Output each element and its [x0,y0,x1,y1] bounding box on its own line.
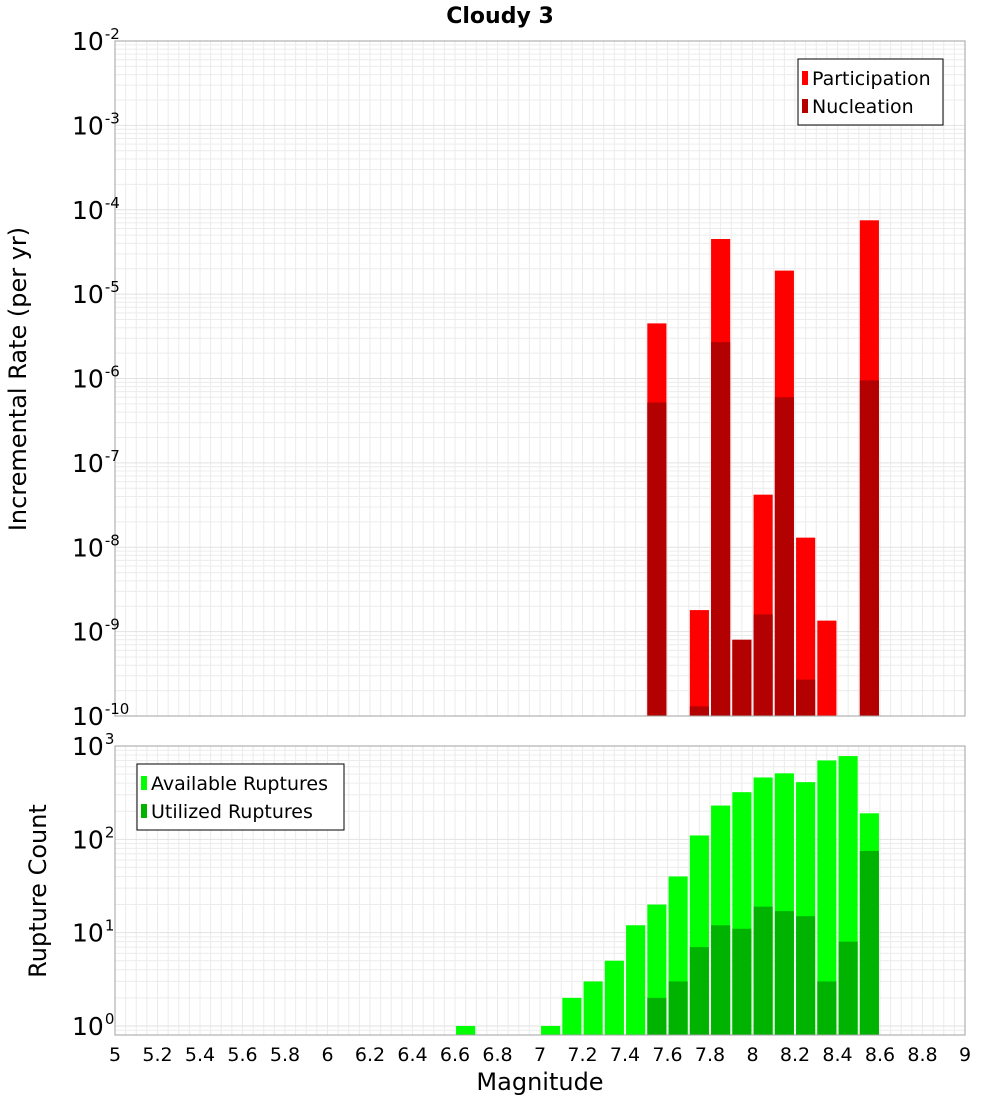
bottom-x-tick-label-6: 6.2 [355,1044,385,1066]
bottom-bar-1-10 [859,850,879,1035]
bottom-x-tick-label-19: 8.8 [907,1044,937,1066]
bottom-x-tick-label-15: 8 [746,1044,758,1066]
bottom-x-tick-label-5: 6 [321,1044,333,1066]
top-bar-0-6 [796,537,816,716]
top-y-tick-label-5: 10-7 [72,447,120,478]
top-legend-label-0: Participation [812,68,931,90]
bottom-y-tick-label-3: 100 [72,1010,114,1041]
top-bar-1-0 [647,402,667,716]
bottom-bar-1-4 [732,928,752,1035]
bottom-bar-1-8 [817,981,837,1035]
top-legend: Participation Nucleation [797,58,944,126]
bottom-y-tick-label-0: 103 [72,730,114,761]
top-y-tick-label-7: 10-9 [72,616,120,647]
chart-title: Cloudy 3 [446,4,554,29]
bottom-y-tick-label-1: 102 [72,823,114,854]
bottom-bar-1-7 [796,916,816,1035]
bottom-x-tick-label-9: 6.8 [482,1044,512,1066]
bottom-x-tick-label-13: 7.6 [652,1044,682,1066]
bottom-x-tick-label-14: 7.8 [695,1044,725,1066]
bottom-series-1 [647,850,879,1035]
top-bar-0-7 [817,620,837,716]
bottom-legend: Available Ruptures Utilized Ruptures [136,763,345,831]
bottom-bar-0-5 [626,925,646,1035]
bottom-x-tick-label-2: 5.4 [185,1044,215,1066]
top-y-tick-label-3: 10-5 [72,278,120,309]
bottom-legend-swatch-1 [141,804,147,818]
bottom-x-tick-label-18: 8.6 [865,1044,895,1066]
bottom-x-tick-label-10: 7 [534,1044,546,1066]
top-legend-swatch-1 [802,99,808,113]
bottom-bar-0-2 [562,997,582,1035]
bottom-x-tick-label-11: 7.2 [567,1044,597,1066]
top-y-tick-label-2: 10-4 [72,194,120,225]
top-bar-1-6 [796,679,816,716]
bottom-bar-0-4 [604,960,624,1035]
top-bar-1-5 [774,397,794,716]
bottom-bar-1-2 [689,947,709,1035]
top-bar-1-1 [689,706,709,716]
bottom-bar-1-3 [711,925,731,1035]
bottom-x-tick-label-16: 8.2 [780,1044,810,1066]
top-y-tick-label-1: 10-3 [72,109,120,140]
bottom-bar-0-0 [456,1025,476,1035]
top-y-tick-label-4: 10-6 [72,363,120,394]
top-y-tick-label-0: 10-2 [72,25,120,56]
top-series-1 [647,342,879,716]
bottom-x-tick-label-17: 8.4 [822,1044,852,1066]
bottom-plot-border [114,745,966,1036]
top-panel-plot: 10-2 10-3 10-4 10-5 10-6 10-7 10-8 10-9 10-10 Par… [72,25,966,731]
bottom-x-tick-label-20: 9 [959,1044,971,1066]
top-legend-label-1: Nucleation [812,96,914,118]
top-y-tick-label-6: 10-8 [72,531,120,562]
top-bar-1-2 [711,342,731,716]
bottom-bar-1-5 [753,906,773,1035]
top-bar-1-4 [753,614,773,716]
bottom-legend-label-0: Available Ruptures [151,773,328,795]
bottom-bar-1-6 [774,911,794,1035]
bottom-legend-box [136,763,345,831]
top-bar-1-7 [859,380,879,716]
bottom-legend-swatch-0 [141,776,147,790]
bottom-x-tick-label-8: 6.6 [440,1044,470,1066]
bottom-bar-0-1 [541,1025,561,1035]
bottom-x-tick-label-4: 5.8 [270,1044,300,1066]
top-grid [114,41,966,717]
bottom-bar-0-3 [583,981,603,1035]
bottom-legend-label-1: Utilized Ruptures [151,801,313,823]
bottom-bar-0-14 [817,760,837,1035]
top-legend-box [797,58,944,126]
bottom-bar-1-1 [668,981,688,1035]
top-bar-0-1 [689,610,709,716]
x-axis-label: Magnitude [476,1068,603,1096]
bottom-x-tick-label-0: 5 [109,1044,121,1066]
top-y-axis-label: Incremental Rate (per yr) [4,227,32,531]
bottom-x-tick-label-3: 5.6 [227,1044,257,1066]
bottom-bar-1-9 [838,941,858,1035]
top-legend-swatch-0 [802,71,808,85]
bottom-y-tick-label-2: 101 [72,917,114,948]
top-plot-border [114,40,966,717]
bottom-x-tick-label-1: 5.2 [142,1044,172,1066]
top-y-tick-label-8: 10-10 [72,700,129,731]
bottom-x-tick-label-7: 6.4 [397,1044,427,1066]
bottom-y-axis-label: Rupture Count [24,804,52,978]
bottom-x-tick-label-12: 7.4 [610,1044,640,1066]
top-bar-1-3 [732,639,752,716]
bottom-bar-1-0 [647,997,667,1035]
